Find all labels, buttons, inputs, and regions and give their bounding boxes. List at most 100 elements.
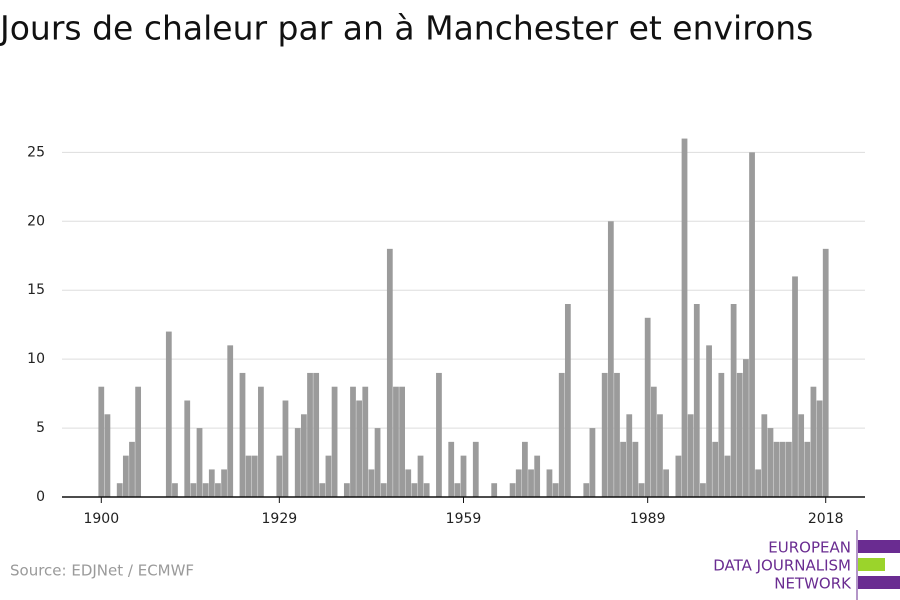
- bar: [98, 386, 105, 497]
- bar: [693, 304, 700, 497]
- bar: [798, 414, 805, 497]
- bar: [454, 483, 461, 497]
- bar: [515, 469, 522, 497]
- x-tick-label: 2018: [808, 511, 844, 527]
- bar: [325, 455, 332, 497]
- bar: [319, 483, 326, 497]
- bar: [399, 386, 405, 497]
- bar: [411, 483, 418, 497]
- bar: [343, 483, 350, 497]
- bar: [423, 483, 430, 497]
- bar: [657, 414, 663, 497]
- bar: [251, 455, 258, 497]
- logo-text: NETWORK: [774, 575, 852, 593]
- bar: [245, 455, 252, 497]
- logo-bar: [858, 576, 900, 589]
- bar: [589, 428, 596, 497]
- bar: [386, 248, 393, 497]
- bar: [307, 372, 313, 497]
- bar: [300, 414, 307, 497]
- bar: [730, 304, 737, 497]
- chart-title: Jours de chaleur par an à Manchester et …: [0, 9, 813, 48]
- logo-bar: [858, 540, 900, 553]
- bar: [626, 414, 633, 497]
- bar: [460, 455, 467, 497]
- bar: [558, 372, 565, 497]
- bar: [282, 400, 289, 497]
- bar: [239, 372, 246, 497]
- bar: [221, 469, 227, 497]
- source: Source: EDJNet / ECMWF: [10, 562, 194, 580]
- bar: [767, 428, 774, 497]
- bar: [258, 386, 264, 497]
- bar: [362, 386, 369, 497]
- logo-text: DATA JOURNALISM: [713, 557, 851, 575]
- bar: [172, 483, 178, 497]
- bar: [736, 372, 743, 497]
- bar: [313, 372, 320, 497]
- bar: [546, 469, 553, 497]
- bar: [374, 428, 381, 497]
- bar: [184, 400, 191, 497]
- bar: [472, 441, 479, 497]
- y-tick-label: 20: [27, 213, 45, 229]
- bar: [380, 483, 387, 497]
- bar: [681, 138, 688, 498]
- bar: [650, 386, 657, 497]
- y-tick-label: 15: [27, 282, 45, 298]
- bar: [675, 455, 682, 497]
- bar: [129, 441, 135, 497]
- bar: [785, 441, 792, 497]
- bar: [700, 483, 706, 497]
- bar: [792, 276, 798, 497]
- y-tick-label: 0: [36, 489, 45, 505]
- bar: [215, 483, 221, 497]
- bar: [522, 441, 528, 497]
- bar: [202, 483, 209, 497]
- bar: [687, 414, 694, 497]
- bar: [331, 386, 338, 497]
- bar: [810, 386, 817, 497]
- bar: [644, 317, 651, 497]
- bar: [165, 331, 172, 497]
- logo-bar: [858, 558, 885, 571]
- bar: [356, 400, 363, 497]
- bar: [804, 441, 811, 497]
- bar: [773, 441, 780, 497]
- bar: [190, 483, 197, 497]
- bar: [822, 248, 829, 497]
- bar: [491, 483, 498, 497]
- bar: [417, 455, 424, 497]
- bar: [779, 441, 786, 497]
- bar: [393, 386, 399, 497]
- bar: [552, 483, 559, 497]
- bar: [743, 359, 749, 497]
- bar: [104, 414, 111, 497]
- x-tick-label: 1929: [262, 511, 298, 527]
- bar: [601, 372, 608, 497]
- y-tick-label: 10: [27, 351, 45, 367]
- bar: [614, 372, 620, 497]
- bar: [583, 483, 590, 497]
- y-tick-label: 5: [36, 420, 45, 436]
- bar: [663, 469, 669, 497]
- bar: [761, 414, 768, 497]
- x-tick-label: 1959: [446, 511, 482, 527]
- bar: [208, 469, 215, 497]
- y-tick-label: 25: [27, 144, 45, 160]
- logo-text: EUROPEAN: [768, 539, 851, 557]
- bar: [607, 221, 614, 498]
- bar: [122, 455, 129, 497]
- x-tick-label: 1989: [630, 511, 666, 527]
- bar: [749, 152, 755, 497]
- bar: [405, 469, 412, 497]
- bar: [620, 441, 627, 497]
- bar: [712, 441, 719, 497]
- bar: [294, 428, 301, 497]
- bar: [227, 345, 234, 497]
- x-tick-label: 1900: [83, 511, 119, 527]
- bar: [135, 386, 142, 497]
- bar: [368, 469, 375, 497]
- bar: [816, 400, 823, 497]
